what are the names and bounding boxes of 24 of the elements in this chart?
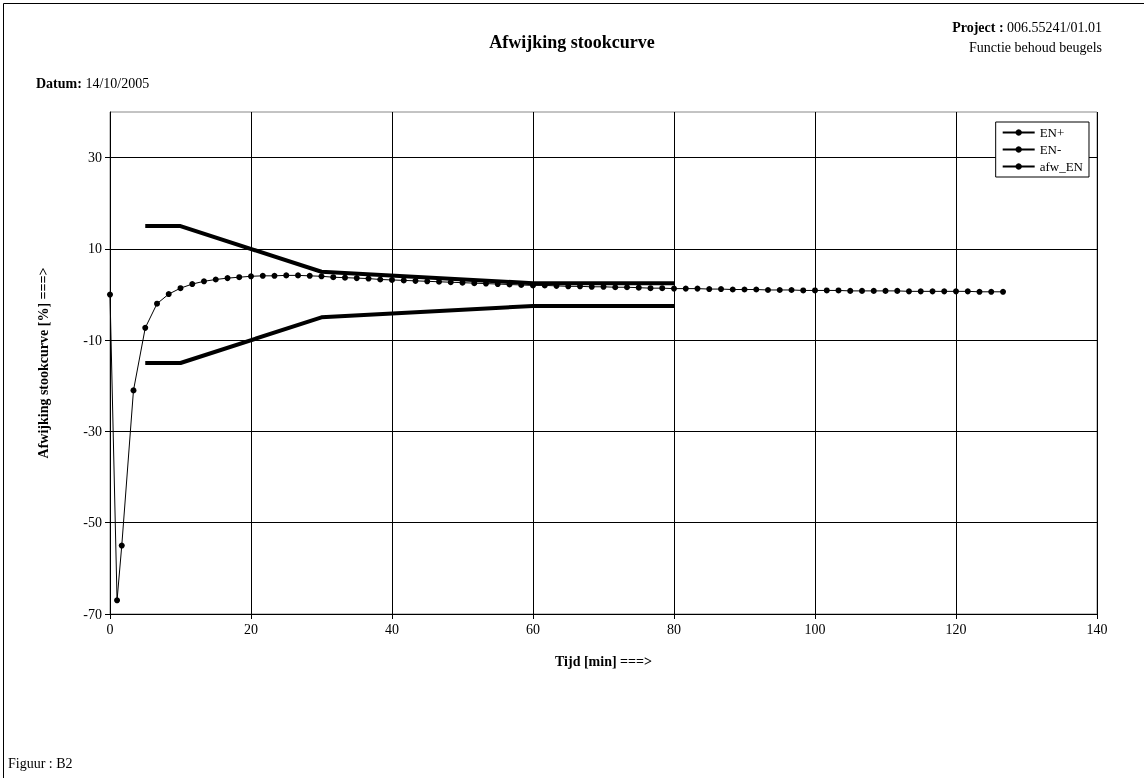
x-tick-label: 140 [1086,621,1108,637]
y-tick-label: -30 [83,423,102,439]
x-tick-label: 40 [385,621,399,637]
x-tick-label: 120 [945,621,967,637]
y-tick-label: -70 [83,606,102,622]
text: Figuur : B2 [8,755,73,771]
legend-label: EN+ [1039,125,1065,140]
text: Project : 006.55241/01.01 [952,19,1102,35]
x-tick-label: 20 [244,621,258,637]
chart-title: Afwijking stookcurve [489,32,655,52]
text: Datum: 14/10/2005 [36,75,150,91]
y-axis-title: Afwijking stookcurve [%] ===> [35,267,51,459]
y-tick-label: -10 [83,332,102,348]
legend-label: EN- [1039,142,1062,157]
x-tick-label: 100 [804,621,826,637]
x-tick-label: 0 [106,621,114,637]
x-tick-label: 80 [667,621,681,637]
y-tick-label: 10 [88,241,102,257]
text: Functie behoud beugels [969,39,1103,55]
y-tick-label: -50 [83,515,102,531]
y-tick-label: 30 [88,150,102,166]
legend-label: afw_EN [1039,159,1084,174]
x-tick-label: 60 [526,621,540,637]
x-axis-title: Tijd [min] ===> [555,653,653,669]
